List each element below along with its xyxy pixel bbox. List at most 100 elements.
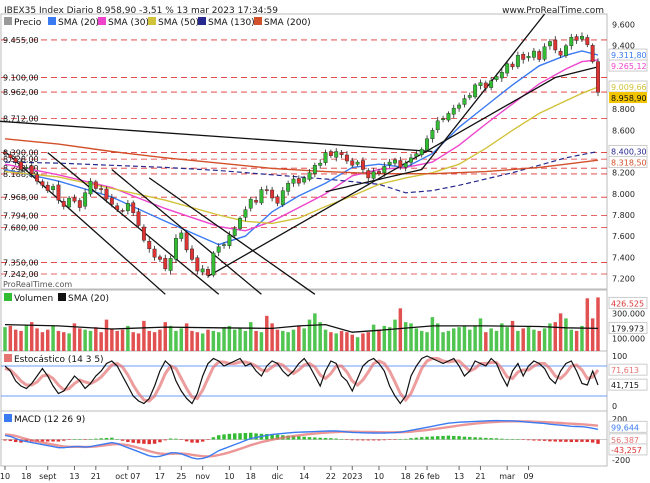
stochastic-d-line (4, 357, 600, 403)
macd-histogram-bar (174, 438, 178, 440)
volume-bar (211, 330, 216, 351)
macd-signal-line (4, 420, 599, 458)
volume-bar (419, 330, 424, 351)
svg-text:8.958,90: 8.958,90 (611, 94, 647, 103)
price-candle (537, 49, 542, 63)
price-candle (291, 174, 296, 187)
legend-label-sma130: SMA (130) (208, 18, 255, 28)
volume-bar (174, 330, 178, 351)
price-candle (414, 150, 419, 160)
volume-bar (29, 322, 34, 351)
volume-bar (51, 325, 55, 351)
price-candle (45, 181, 50, 193)
price-candle (67, 195, 72, 210)
macd-histogram-bar (553, 439, 557, 442)
price-candle (526, 52, 531, 62)
macd-histogram-bar (142, 439, 146, 444)
price-candle (259, 186, 264, 206)
macd-histogram-bar (462, 436, 467, 440)
macd-histogram-bar (94, 438, 98, 440)
x-tick-label: 21 (475, 472, 485, 481)
volume-bar (318, 322, 322, 351)
volume-bar (446, 330, 451, 351)
macd-histogram-bar (435, 436, 440, 440)
legend-label-macd: MACD (12 26 9) (14, 415, 85, 425)
stochastic-k-value-label: 41,715 (608, 378, 648, 391)
macd-histogram-bar (8, 439, 13, 442)
macd-y-tick: -200 (612, 456, 630, 465)
macd-histogram-bar (99, 438, 103, 440)
macd-histogram-bar (329, 438, 333, 440)
volume-bar (40, 332, 45, 351)
volume-bar (265, 315, 269, 351)
price-candle (596, 58, 600, 97)
macd-histogram-bar (313, 437, 317, 440)
stochastic-panel: 100 0 71,613 41,715 (1, 352, 648, 411)
x-tick-label: 21 (91, 472, 101, 481)
price-candle (312, 162, 317, 178)
sma-line (4, 86, 599, 225)
legend-label-volume: Volumen (14, 294, 53, 304)
svg-text:-43,257: -43,257 (611, 446, 642, 455)
volume-bar (126, 325, 130, 351)
legend-swatch-macd (4, 414, 12, 422)
level-label: 7.242,00 (3, 270, 39, 279)
price-candle (254, 196, 259, 205)
price-y-tick: 8.200 (612, 169, 635, 178)
price-y-tick: 7.800 (612, 211, 635, 220)
price-candle (184, 230, 189, 253)
price-y-tick: 8.000 (612, 190, 635, 199)
price-candle (569, 33, 574, 50)
stochastic-k-line (4, 355, 599, 405)
price-candle (168, 255, 173, 275)
price-candle (83, 188, 88, 210)
price-candle (473, 82, 478, 99)
macd-histogram-bar (457, 436, 461, 440)
x-tick-label: 2023 (342, 472, 362, 481)
macd-histogram-bar (211, 437, 216, 440)
price-candle (56, 180, 61, 204)
price-candle (489, 76, 494, 91)
trendline (325, 13, 546, 193)
macd-histogram-bar (430, 436, 435, 440)
volume-bar (222, 327, 226, 351)
volume-bar (430, 317, 435, 351)
volume-bar (259, 332, 264, 351)
price-legend: Precio SMA (20) SMA (30) SMA (50) SMA (1… (2, 15, 311, 28)
macd-histogram-bar (131, 439, 135, 443)
volume-bar (104, 319, 109, 351)
price-candle (264, 185, 269, 195)
volume-bar (110, 328, 114, 351)
macd-histogram-bar (307, 437, 312, 440)
macd-histogram-bar (62, 439, 66, 441)
svg-text:41,715: 41,715 (611, 381, 639, 390)
price-candle (174, 234, 178, 263)
volume-bar (409, 323, 413, 351)
volume-bar (120, 329, 125, 351)
macd-histogram-bar (126, 439, 130, 442)
legend-swatch-sma200 (254, 17, 262, 25)
price-candle (350, 157, 355, 168)
level-label: 9.100,00 (3, 73, 39, 82)
volume-bar (94, 327, 98, 351)
volume-bar (313, 313, 317, 351)
price-candle (451, 104, 456, 119)
trendline (207, 66, 599, 277)
volume-sma-line (4, 323, 599, 333)
price-y-tick: 9.400 (612, 42, 635, 51)
volume-bar (478, 318, 483, 351)
level-label: 7.680,00 (3, 224, 39, 233)
macd-line (4, 419, 599, 460)
volume-bar (83, 329, 87, 351)
chart-title: IBEX35 Index Diario 8.958,90 -3,51 % 13 … (4, 6, 278, 16)
price-candle (387, 158, 392, 169)
price-candle (190, 245, 194, 262)
volume-bar (99, 332, 103, 351)
stochastic-legend: Estocástico (14 3 5) (4, 354, 104, 365)
macd-histogram-bar (393, 439, 397, 440)
macd-histogram-bar (168, 438, 173, 440)
macd-histogram-bar (318, 437, 322, 440)
legend-label-sma20: SMA (20) (58, 18, 99, 28)
price-candle (553, 36, 558, 54)
price-candle (585, 34, 590, 48)
